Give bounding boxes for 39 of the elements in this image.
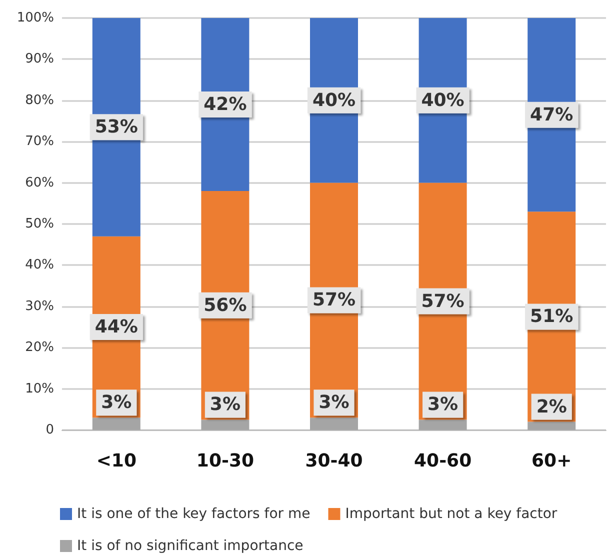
legend-label: Important but not a key factor (345, 506, 558, 522)
bar (418, 420, 467, 430)
y-tick-label: 30% (25, 298, 54, 314)
legend-label: It is of no significant importance (77, 538, 304, 554)
bar (201, 420, 250, 430)
bar (92, 418, 140, 430)
y-tick-label: 50% (25, 216, 54, 232)
y-tick-label: 100% (16, 10, 54, 26)
x-tick-label: 60+ (532, 450, 572, 472)
y-tick-label: 80% (25, 92, 54, 108)
data-label: 40% (312, 90, 356, 111)
y-tick-label: 70% (25, 134, 54, 150)
data-label: 56% (204, 294, 247, 316)
x-tick-label: 10-30 (196, 450, 254, 472)
data-label: 57% (421, 290, 464, 312)
bar (528, 422, 576, 430)
data-label: 51% (530, 306, 574, 328)
data-label: 47% (530, 104, 574, 126)
data-label: 3% (318, 392, 350, 414)
y-tick-label: 10% (25, 381, 54, 396)
data-label: 44% (94, 316, 138, 338)
data-label: 3% (428, 394, 458, 416)
x-tick-label: 40-60 (414, 450, 472, 472)
x-tick-label: 30-40 (305, 450, 363, 472)
data-label: 40% (421, 90, 464, 111)
data-label: 53% (94, 116, 138, 138)
data-label: 57% (312, 290, 356, 311)
bar (310, 418, 358, 430)
data-label: 42% (204, 94, 247, 116)
x-tick-label: <10 (96, 450, 136, 472)
y-tick-label: 90% (25, 52, 54, 67)
y-tick-label: 20% (25, 340, 54, 356)
data-label: 3% (101, 392, 132, 414)
y-tick-label: 60% (25, 175, 54, 190)
y-tick-label: 0 (46, 422, 54, 438)
y-tick-label: 40% (25, 258, 54, 273)
data-label: 2% (536, 396, 567, 418)
legend-label: It is one of the key factors for me (77, 506, 310, 522)
data-label: 3% (210, 394, 240, 416)
